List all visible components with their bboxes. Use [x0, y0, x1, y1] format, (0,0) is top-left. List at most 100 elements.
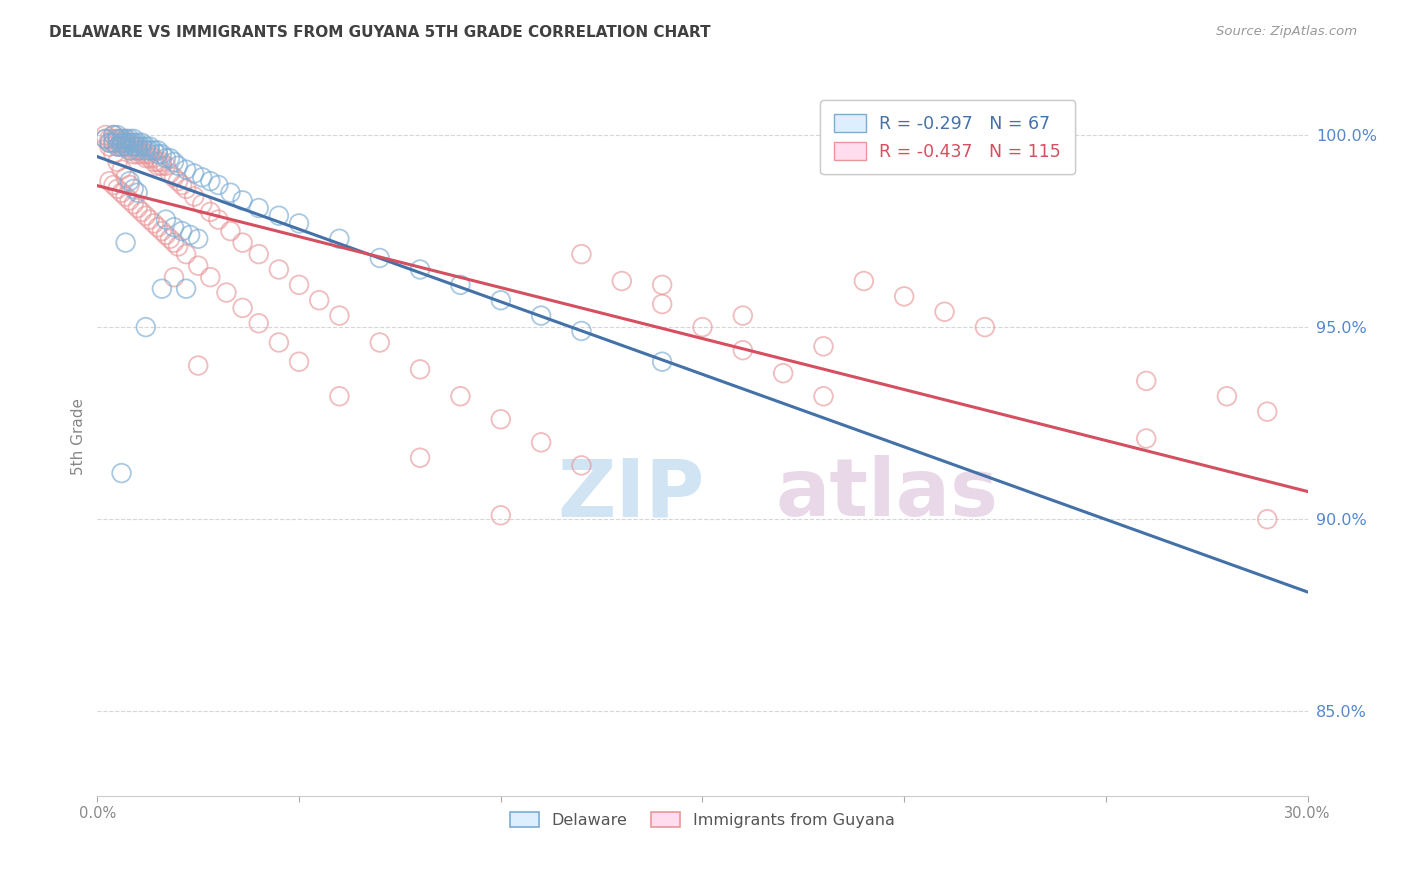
Point [163, 270, 186, 285]
Point [308, 293, 330, 308]
Point [103, 128, 125, 142]
Point [449, 389, 471, 403]
Point [267, 262, 290, 277]
Point [139, 144, 162, 158]
Point [368, 335, 391, 350]
Point [127, 201, 149, 215]
Point [934, 304, 956, 318]
Point [571, 247, 593, 261]
Point [107, 132, 129, 146]
Point [110, 132, 132, 146]
Point [103, 128, 125, 142]
Point [288, 277, 311, 292]
Point [135, 147, 157, 161]
Point [107, 155, 129, 169]
Y-axis label: 5th Grade: 5th Grade [72, 398, 86, 475]
Point [98, 136, 121, 150]
Point [155, 227, 177, 242]
Point [118, 136, 141, 150]
Point [200, 205, 222, 219]
Point [155, 212, 177, 227]
Point [651, 354, 673, 368]
Point [127, 186, 149, 200]
Point [692, 320, 714, 334]
Point [103, 132, 125, 146]
Point [1135, 374, 1157, 388]
Point [232, 301, 254, 315]
Point [207, 178, 229, 192]
Point [893, 289, 915, 303]
Point [122, 139, 145, 153]
Point [146, 147, 169, 161]
Point [288, 216, 311, 230]
Point [146, 144, 169, 158]
Point [103, 178, 125, 192]
Point [142, 216, 165, 230]
Point [114, 132, 136, 146]
Point [146, 155, 169, 169]
Point [118, 178, 141, 192]
Point [107, 136, 129, 150]
Point [247, 201, 270, 215]
Point [110, 132, 132, 146]
Point [187, 259, 209, 273]
Point [103, 136, 125, 150]
Point [973, 320, 995, 334]
Point [328, 232, 350, 246]
Point [155, 151, 177, 165]
Point [114, 235, 136, 250]
Point [174, 247, 197, 261]
Point [127, 139, 149, 153]
Point [187, 359, 209, 373]
Point [183, 166, 205, 180]
Point [118, 132, 141, 146]
Point [114, 132, 136, 146]
Point [131, 205, 153, 219]
Point [731, 343, 754, 358]
Point [328, 389, 350, 403]
Point [150, 282, 173, 296]
Point [530, 435, 553, 450]
Point [118, 194, 141, 208]
Point [139, 139, 162, 153]
Text: ZIP: ZIP [557, 455, 704, 533]
Point [110, 139, 132, 153]
Point [127, 144, 149, 158]
Point [489, 293, 512, 308]
Point [1256, 512, 1278, 526]
Point [94, 132, 117, 146]
Point [651, 277, 673, 292]
Text: DELAWARE VS IMMIGRANTS FROM GUYANA 5TH GRADE CORRELATION CHART: DELAWARE VS IMMIGRANTS FROM GUYANA 5TH G… [49, 25, 711, 40]
Point [772, 366, 794, 380]
Point [135, 139, 157, 153]
Point [114, 139, 136, 153]
Point [813, 389, 835, 403]
Point [167, 159, 190, 173]
Point [731, 309, 754, 323]
Point [131, 147, 153, 161]
Point [98, 136, 121, 150]
Point [122, 147, 145, 161]
Point [127, 136, 149, 150]
Point [114, 189, 136, 203]
Point [110, 136, 132, 150]
Point [651, 297, 673, 311]
Legend: Delaware, Immigrants from Guyana: Delaware, Immigrants from Guyana [503, 806, 901, 834]
Point [110, 162, 132, 177]
Point [122, 144, 145, 158]
Point [200, 270, 222, 285]
Point [114, 136, 136, 150]
Point [163, 155, 186, 169]
Point [219, 186, 242, 200]
Point [122, 139, 145, 153]
Point [107, 139, 129, 153]
Point [215, 285, 238, 300]
Point [179, 227, 201, 242]
Point [146, 159, 169, 173]
Point [118, 139, 141, 153]
Point [122, 197, 145, 211]
Point [135, 151, 157, 165]
Point [232, 235, 254, 250]
Point [368, 251, 391, 265]
Point [170, 224, 193, 238]
